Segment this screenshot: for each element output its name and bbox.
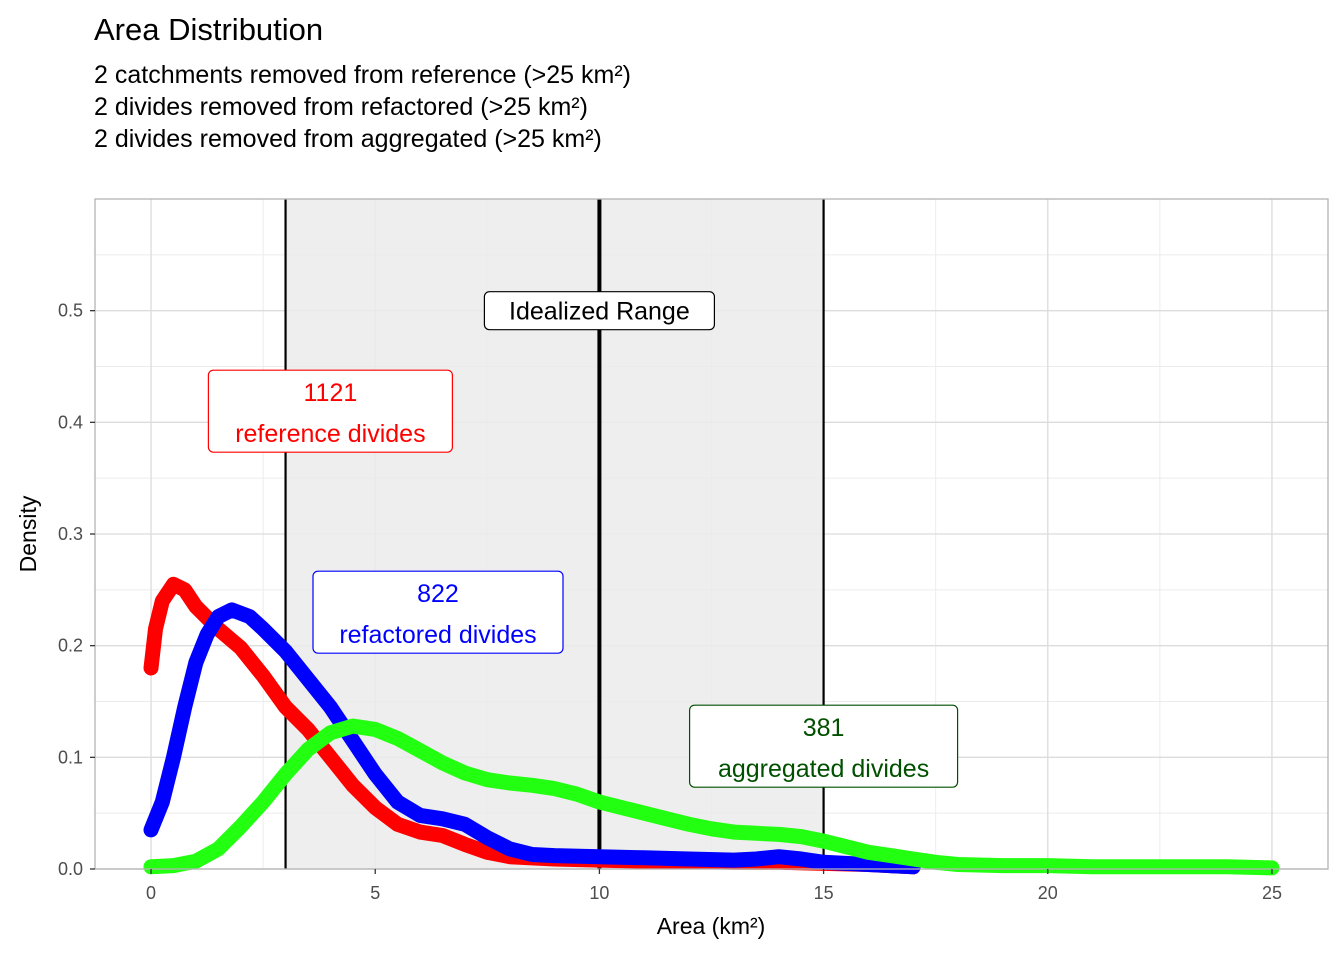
series-count-number: 822 (417, 580, 459, 608)
chart-subtitle-line-1: 2 catchments removed from reference (>25… (94, 61, 631, 89)
series-count-box (688, 704, 959, 788)
density-curve-aggregated-divides (143, 718, 1280, 876)
y-axis-title: Density (15, 495, 41, 572)
x-axis-title: Area (km²) (657, 913, 766, 939)
y-tick-label: 0.1 (58, 747, 83, 767)
density-curve-refactored-divides (143, 602, 921, 875)
x-tick-label: 10 (589, 883, 609, 903)
y-tick-label: 0.3 (58, 524, 83, 544)
y-tick-label: 0.2 (58, 636, 83, 656)
y-tick-label: 0.5 (58, 301, 83, 321)
series-count-box (312, 570, 564, 654)
x-tick-label: 0 (146, 883, 156, 903)
series-count-number: 1121 (304, 379, 358, 407)
series-count-box (207, 369, 453, 453)
chart-subtitle-line-3: 2 divides removed from aggregated (>25 k… (94, 125, 602, 153)
series-count-number: 381 (803, 714, 845, 742)
idealized-range-label: Idealized Range (509, 298, 690, 326)
plot-panel: Idealized Range 1121 reference divides 822 r… (58, 198, 1329, 903)
series-count-label: aggregated divides (718, 755, 929, 783)
x-tick-label: 20 (1038, 883, 1058, 903)
idealized-range-label-box (483, 291, 716, 331)
x-tick-label: 5 (370, 883, 380, 903)
series-count-label: refactored divides (339, 621, 536, 649)
series-count-label: reference divides (235, 420, 425, 448)
y-tick-label: 0.0 (58, 859, 83, 879)
x-tick-label: 25 (1262, 883, 1282, 903)
x-tick-label: 15 (814, 883, 834, 903)
chart-title: Area Distribution (94, 12, 323, 47)
chart-subtitle-line-2: 2 divides removed from refactored (>25 k… (94, 93, 588, 121)
y-tick-label: 0.4 (58, 412, 83, 432)
